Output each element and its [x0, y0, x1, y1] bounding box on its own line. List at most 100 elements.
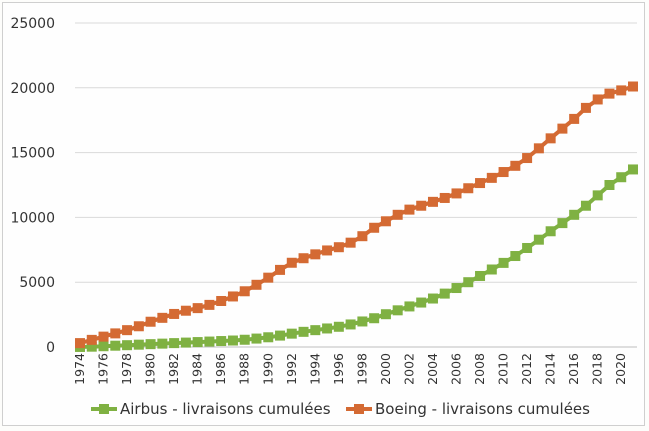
- legend: Airbus - livraisons cumulées Boeing - liv…: [91, 400, 590, 418]
- data-point: [310, 249, 321, 260]
- data-point: [333, 242, 344, 253]
- data-point: [110, 328, 121, 339]
- data-point: [98, 331, 109, 342]
- x-tick-label: 2020: [613, 353, 628, 385]
- data-point: [498, 167, 509, 178]
- data-point: [133, 321, 144, 332]
- data-point: [204, 299, 215, 310]
- data-point: [439, 288, 450, 299]
- series-airbus: [75, 164, 638, 352]
- x-tick-label: 1988: [237, 353, 252, 385]
- data-point: [251, 279, 262, 290]
- data-point: [545, 133, 556, 144]
- data-point: [392, 209, 403, 220]
- y-tick-label: 5000: [19, 275, 55, 291]
- data-point: [133, 339, 144, 350]
- data-point: [239, 334, 250, 345]
- x-tick-label: 2012: [519, 353, 534, 385]
- data-point: [557, 123, 568, 134]
- data-point: [569, 113, 580, 124]
- data-point: [498, 257, 509, 268]
- series-line: [79, 84, 634, 346]
- data-point: [427, 196, 438, 207]
- data-point: [310, 325, 321, 336]
- data-point: [451, 283, 462, 294]
- data-point: [439, 192, 450, 203]
- data-point: [169, 308, 180, 319]
- data-point: [204, 336, 215, 347]
- data-point: [227, 335, 238, 346]
- data-point: [604, 180, 615, 190]
- data-point: [263, 332, 274, 343]
- data-point: [416, 200, 427, 211]
- data-point: [463, 183, 474, 194]
- data-point: [98, 341, 109, 352]
- y-tick-label: 20000: [10, 81, 55, 97]
- x-tick-label: 2004: [425, 353, 440, 385]
- data-point: [169, 338, 180, 349]
- data-point: [192, 303, 203, 314]
- data-point: [592, 190, 603, 201]
- legend-swatch-marker: [354, 404, 364, 414]
- data-point: [122, 325, 133, 336]
- data-point: [369, 222, 380, 233]
- x-axis-ticks: 1974 1976 1978 1980 1982 1984 1986 1988 1990 1992…: [72, 353, 628, 385]
- legend-swatch-marker: [99, 404, 109, 414]
- data-point: [145, 316, 156, 327]
- data-point: [86, 341, 97, 352]
- x-tick-label: 1990: [260, 353, 275, 385]
- x-tick-label: 1992: [284, 353, 299, 385]
- data-point: [345, 319, 356, 330]
- data-point: [451, 188, 462, 199]
- data-point: [75, 338, 85, 349]
- data-point: [216, 295, 227, 306]
- data-point: [286, 257, 297, 268]
- data-point: [580, 102, 591, 113]
- data-point: [298, 253, 309, 264]
- data-point: [486, 172, 497, 183]
- data-point: [522, 242, 533, 253]
- data-point: [475, 270, 486, 281]
- chart-frame: 0 5000 10000 15000 20000 25000 1974 1976 1978 19…: [2, 2, 645, 426]
- grid: [75, 22, 637, 348]
- data-point: [357, 316, 368, 327]
- x-tick-label: 1978: [119, 353, 134, 385]
- data-point: [263, 272, 274, 283]
- data-point: [416, 297, 427, 308]
- legend-item: Boeing - livraisons cumulées: [346, 400, 590, 418]
- x-tick-label: 2014: [543, 353, 558, 385]
- x-tick-label: 1982: [166, 353, 181, 385]
- data-point: [628, 164, 638, 175]
- data-point: [157, 312, 168, 323]
- data-point: [380, 216, 391, 227]
- data-point: [616, 85, 627, 96]
- data-point: [251, 333, 262, 344]
- data-point: [545, 226, 556, 237]
- x-tick-label: 1984: [190, 353, 205, 385]
- x-tick-label: 2002: [401, 353, 416, 385]
- data-point: [475, 178, 486, 189]
- data-point: [122, 340, 133, 351]
- data-point: [392, 305, 403, 316]
- x-tick-label: 1998: [354, 353, 369, 385]
- data-point: [275, 264, 286, 275]
- y-tick-label: 0: [46, 340, 55, 356]
- series-group: [75, 81, 638, 352]
- data-point: [463, 277, 474, 288]
- data-point: [110, 340, 121, 351]
- data-point: [157, 338, 168, 349]
- data-point: [522, 153, 533, 164]
- data-point: [616, 172, 627, 183]
- x-tick-label: 1974: [72, 353, 87, 385]
- data-point: [380, 309, 391, 320]
- x-tick-label: 1980: [143, 353, 158, 385]
- data-point: [486, 264, 497, 275]
- x-tick-label: 1976: [96, 353, 111, 385]
- data-point: [592, 94, 603, 105]
- y-tick-label: 15000: [10, 146, 55, 162]
- data-point: [404, 301, 415, 312]
- y-axis-ticks: 0 5000 10000 15000 20000 25000: [10, 16, 55, 356]
- data-point: [345, 237, 356, 248]
- series-boeing: [75, 81, 638, 349]
